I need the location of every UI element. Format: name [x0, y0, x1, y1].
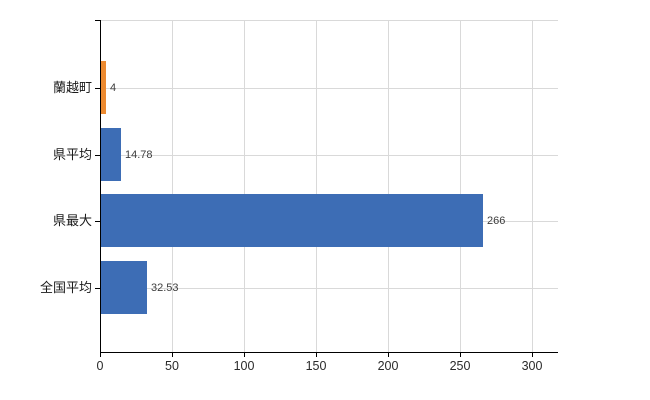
bar-value-label: 4 [110, 82, 117, 94]
y-axis-tick [95, 155, 100, 156]
gridline-vertical [172, 20, 173, 352]
bar-1 [101, 128, 121, 181]
x-tick-label: 50 [165, 359, 179, 373]
gridline-vertical [460, 20, 461, 352]
x-axis-tick [316, 353, 317, 357]
y-axis-tick [95, 20, 100, 21]
x-tick-label: 150 [305, 359, 327, 373]
x-tick-label: 300 [521, 359, 543, 373]
x-axis-tick [460, 353, 461, 357]
x-tick-label: 200 [377, 359, 399, 373]
x-axis-tick [244, 353, 245, 357]
gridline-horizontal [100, 155, 558, 156]
bar-value-label: 32.53 [151, 282, 179, 294]
x-axis-tick [532, 353, 533, 357]
y-axis-tick [95, 288, 100, 289]
y-axis-tick [95, 221, 100, 222]
x-axis-tick [388, 353, 389, 357]
bar-value-label: 14.78 [125, 149, 153, 161]
bar-value-label: 266 [487, 215, 506, 227]
y-axis-line [100, 20, 101, 356]
gridline-vertical [316, 20, 317, 352]
category-label: 全国平均 [39, 280, 92, 295]
x-tick-label: 0 [96, 359, 104, 373]
x-axis-tick [100, 353, 101, 357]
gridline-vertical [244, 20, 245, 352]
gridline-horizontal [100, 20, 558, 21]
gridline-horizontal [100, 288, 558, 289]
x-axis-tick [172, 353, 173, 357]
bar-2 [101, 194, 483, 247]
x-tick-label: 100 [233, 359, 255, 373]
gridline-horizontal [100, 88, 558, 89]
category-label: 蘭越町 [52, 80, 92, 95]
x-axis-line [100, 352, 558, 353]
bar-3 [101, 261, 147, 314]
category-label: 県最大 [52, 213, 92, 228]
gridline-vertical [532, 20, 533, 352]
gridline-vertical [388, 20, 389, 352]
y-axis-tick [95, 88, 100, 89]
x-tick-label: 250 [449, 359, 471, 373]
category-label: 県平均 [52, 147, 92, 162]
bar-0 [101, 61, 106, 114]
